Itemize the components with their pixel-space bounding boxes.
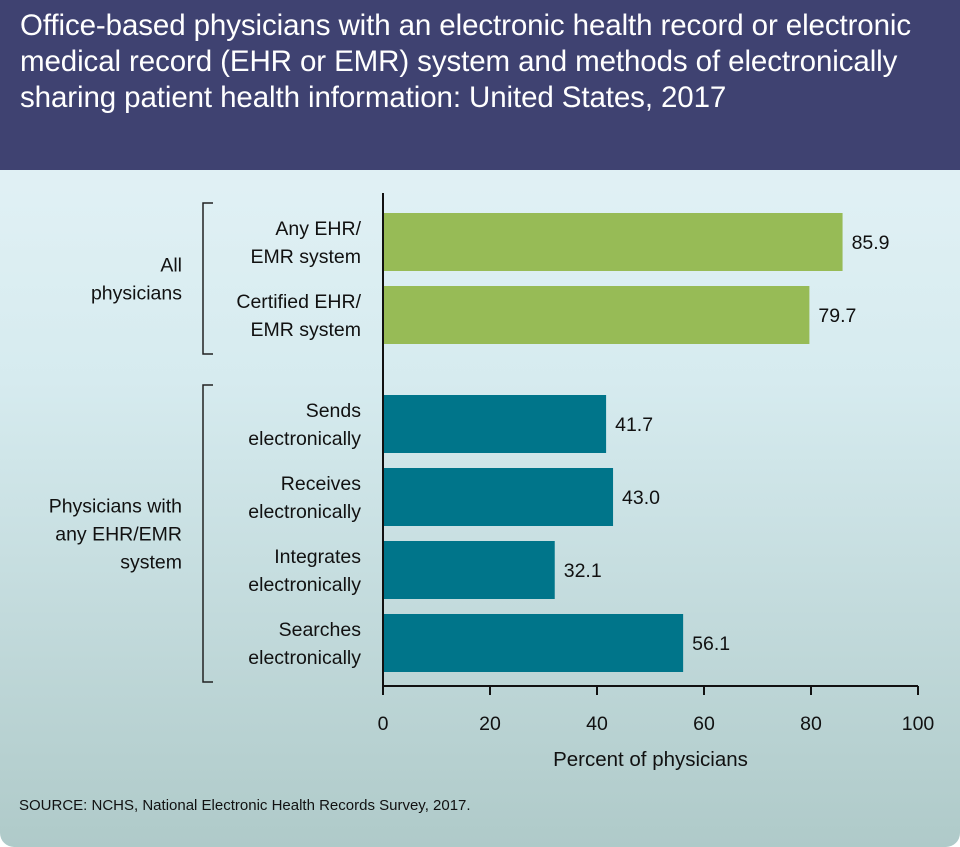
- data-label: 32.1: [564, 560, 602, 582]
- category-label: Searches electronically: [248, 619, 361, 669]
- x-tick-label: 80: [800, 713, 822, 735]
- data-label: 56.1: [692, 633, 730, 655]
- bar: [383, 286, 810, 344]
- chart-title: Office-based physicians with an electron…: [20, 9, 912, 114]
- data-label: 79.7: [818, 305, 856, 327]
- category-label: Receives electronically: [248, 473, 361, 523]
- x-tick-label: 20: [479, 713, 501, 735]
- bar: [383, 541, 555, 599]
- x-tick-label: 100: [902, 713, 935, 735]
- group-label: Physicians with any EHR/EMR system: [49, 496, 182, 574]
- bar: [383, 213, 843, 271]
- data-label: 41.7: [615, 414, 653, 436]
- category-label: Integrates electronically: [248, 546, 361, 596]
- group-bracket: [202, 202, 213, 355]
- x-axis-title: Percent of physicians: [553, 748, 748, 771]
- data-label: 43.0: [622, 487, 660, 509]
- category-label: Sends electronically: [248, 400, 361, 450]
- category-label: Certified EHR/EMR system: [236, 291, 361, 341]
- data-label: 85.9: [852, 232, 890, 254]
- bar: [383, 614, 684, 672]
- x-tick-label: 60: [693, 713, 715, 735]
- group-label: All physicians: [91, 255, 182, 305]
- group-bracket: [202, 384, 213, 683]
- x-tick-label: 0: [378, 713, 389, 735]
- source-note: SOURCE: NCHS, National Electronic Health…: [19, 797, 471, 814]
- title-banner: Office-based physicians with an electron…: [0, 0, 960, 170]
- bar: [383, 468, 614, 526]
- x-tick-label: 40: [586, 713, 608, 735]
- category-label: Any EHR/EMR system: [250, 218, 361, 268]
- bar: [383, 395, 607, 453]
